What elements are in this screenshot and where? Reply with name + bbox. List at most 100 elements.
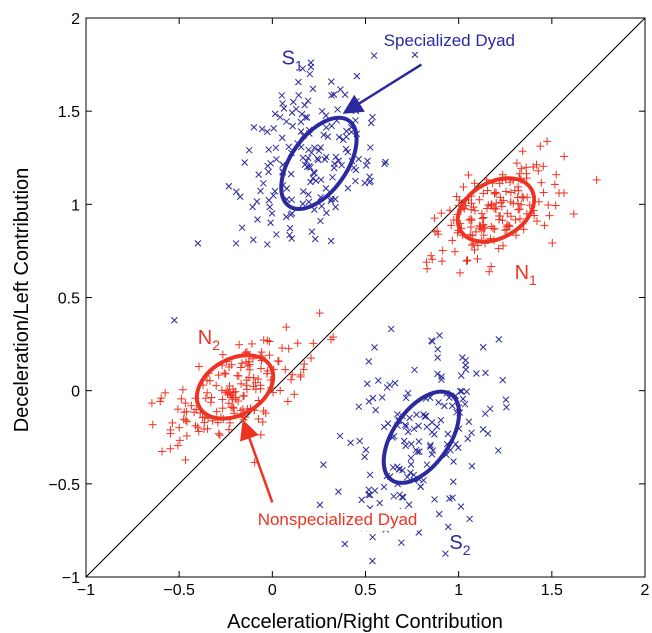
data-point-s1 (270, 125, 278, 132)
data-point-s1 (338, 161, 346, 169)
data-point-s1 (314, 156, 322, 164)
data-point-s1 (286, 224, 294, 232)
data-point-n2 (307, 354, 316, 363)
data-point-s1 (317, 176, 325, 184)
data-point-n1 (545, 211, 554, 220)
x-tick-label: 2 (641, 582, 650, 599)
data-point-n1 (515, 205, 524, 214)
data-point-s1 (309, 174, 317, 182)
data-point-s2 (407, 469, 414, 476)
data-point-n1 (523, 193, 532, 202)
points-layer (147, 51, 601, 565)
data-point-s2 (336, 432, 344, 440)
data-point-n2 (258, 417, 267, 426)
data-point-s2 (374, 377, 382, 384)
data-point-s2 (413, 411, 420, 419)
data-point-n2 (326, 335, 335, 344)
data-point-n2 (240, 391, 249, 400)
data-point-s2 (457, 503, 465, 510)
data-point-s2 (502, 396, 510, 404)
data-point-n2 (193, 423, 202, 432)
data-point-n1 (445, 206, 454, 215)
data-point-s1 (268, 210, 276, 217)
data-point-s2 (450, 458, 457, 465)
data-point-s1 (238, 224, 246, 232)
x-tick-label: 1.5 (541, 582, 563, 599)
data-point-n2 (242, 385, 251, 394)
data-point-n2 (257, 348, 266, 357)
data-point-s2 (365, 398, 373, 405)
data-point-n1 (497, 202, 506, 211)
data-point-s1 (259, 179, 267, 187)
data-point-s2 (435, 510, 443, 518)
annotation-background-specialized-dyad (369, 29, 530, 52)
data-point-n1 (428, 255, 437, 264)
data-point-n2 (220, 369, 229, 378)
data-point-n2 (198, 413, 207, 422)
data-point-s2 (394, 410, 401, 418)
data-point-n1 (536, 142, 545, 151)
data-point-n2 (201, 394, 210, 403)
data-point-s1 (278, 92, 286, 99)
data-point-s1 (267, 219, 274, 227)
data-point-n2 (299, 365, 308, 374)
data-point-n2 (212, 407, 221, 416)
x-tick-label: −0.5 (163, 582, 195, 599)
data-point-s2 (403, 473, 411, 481)
data-point-n1 (517, 164, 526, 173)
data-point-n2 (256, 430, 265, 439)
data-point-s1 (370, 52, 378, 59)
data-point-s2 (402, 394, 410, 402)
data-point-n2 (147, 399, 156, 408)
data-point-s1 (170, 316, 178, 324)
data-point-n1 (466, 214, 475, 223)
data-point-s2 (420, 476, 427, 484)
data-point-n2 (161, 388, 170, 397)
data-point-s2 (347, 439, 354, 447)
data-point-n2 (173, 405, 182, 414)
data-point-n1 (489, 203, 498, 212)
data-point-s1 (315, 147, 323, 155)
data-point-n1 (504, 221, 513, 230)
data-point-s1 (288, 109, 296, 117)
data-point-n2 (237, 359, 246, 368)
data-point-n2 (218, 395, 227, 404)
data-point-n2 (168, 418, 177, 427)
data-point-s1 (318, 202, 326, 210)
data-point-s1 (301, 114, 309, 121)
data-point-s1 (309, 85, 317, 93)
data-point-s1 (271, 110, 279, 118)
data-point-n1 (551, 201, 560, 210)
data-point-n1 (471, 227, 480, 236)
data-point-n1 (516, 214, 525, 223)
data-point-n1 (487, 222, 496, 231)
data-point-n2 (224, 399, 233, 408)
data-point-n2 (221, 369, 230, 378)
data-point-n1 (517, 200, 526, 209)
data-point-s1 (250, 123, 258, 131)
data-point-s1 (317, 144, 324, 151)
data-point-s1 (324, 133, 332, 140)
data-point-s2 (407, 440, 415, 448)
data-point-s2 (444, 523, 452, 531)
data-point-s1 (382, 158, 389, 166)
data-point-n1 (519, 225, 528, 234)
data-point-s1 (328, 91, 335, 99)
data-point-s1 (263, 241, 271, 248)
data-point-s1 (353, 72, 361, 80)
data-point-s2 (449, 478, 457, 486)
data-point-s2 (457, 372, 465, 379)
data-point-n2 (274, 356, 283, 365)
data-point-n1 (514, 182, 523, 191)
y-tick-label: −0.5 (48, 477, 80, 494)
data-point-s2 (365, 486, 373, 494)
data-point-n2 (276, 386, 285, 395)
data-point-n2 (203, 388, 212, 397)
data-point-n2 (235, 340, 244, 349)
data-point-s2 (410, 425, 418, 433)
data-point-n2 (290, 390, 299, 399)
data-point-s1 (299, 154, 307, 162)
data-point-s2 (415, 448, 423, 456)
data-point-n1 (456, 268, 465, 277)
data-point-n2 (166, 444, 175, 453)
